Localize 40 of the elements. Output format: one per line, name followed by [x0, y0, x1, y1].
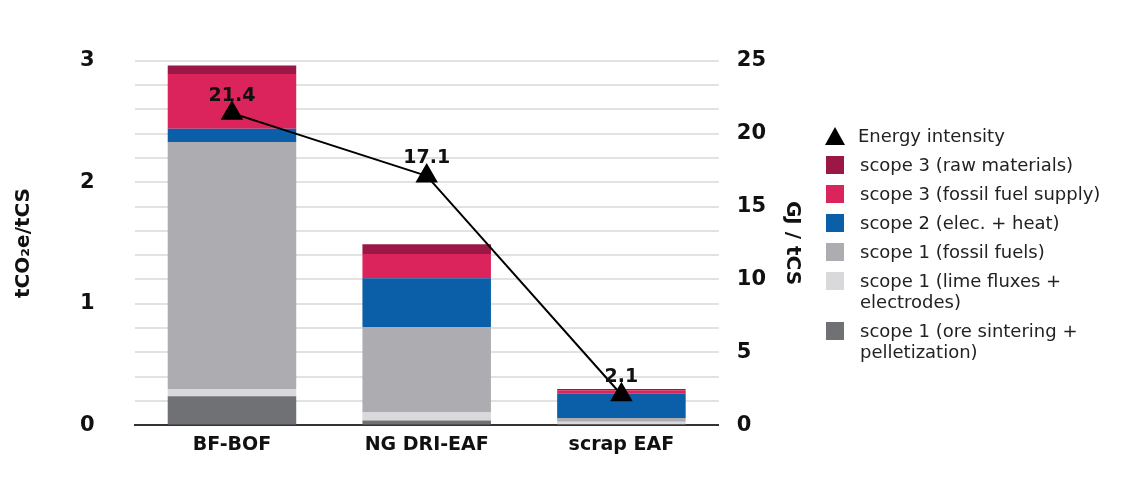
legend-label: scope 1 (lime fluxes + electrodes) [860, 269, 1063, 312]
bar [167, 73, 297, 129]
legend-label: scope 3 (raw materials) [860, 153, 1074, 175]
bar [362, 278, 491, 327]
bar [167, 65, 297, 74]
y-tick-label: 3 [79, 47, 95, 72]
y-axis-title: tCO₂e/tCS [10, 188, 35, 298]
point [221, 101, 243, 120]
y2-tick-label: 5 [736, 338, 752, 363]
y-tick-label: 1 [79, 290, 95, 315]
y-tick-label: 2 [79, 168, 95, 193]
y2-tick-label: 20 [736, 120, 767, 145]
y2-tick-label: 10 [736, 265, 767, 290]
x-tick-label: NG DRI-EAF [364, 431, 489, 454]
bar [362, 253, 491, 279]
data-label: 21.4 [208, 82, 256, 105]
x-tick-label: scrap EAF [568, 431, 675, 454]
legend-label: scope 1 (fossil fuels) [860, 240, 1045, 262]
y2-tick-label: 25 [736, 47, 767, 72]
x-tick-label: BF-BOF [192, 431, 272, 454]
legend-label: scope 1 (ore sintering + pelletization) [860, 319, 1079, 362]
bar [557, 393, 686, 419]
bar [167, 142, 297, 389]
point [416, 163, 438, 183]
bar [167, 388, 297, 397]
data-label: 2.1 [604, 364, 639, 387]
bar [362, 326, 491, 413]
legend-label: scope 2 (elec. + heat) [860, 211, 1060, 233]
y2-tick-label: 0 [736, 411, 752, 436]
y-tick-label: 0 [79, 411, 95, 436]
bar [167, 396, 297, 425]
legend-label: scope 3 (fossil fuel supply) [860, 182, 1101, 204]
data-label: 17.1 [403, 145, 451, 168]
legend-label: Energy intensity [858, 124, 1005, 146]
bar [362, 244, 491, 254]
point [610, 382, 632, 402]
y2-tick-label: 15 [736, 192, 767, 217]
y2-axis-title: GJ / tCS [781, 200, 806, 286]
bar [167, 128, 297, 143]
bar [362, 412, 491, 421]
